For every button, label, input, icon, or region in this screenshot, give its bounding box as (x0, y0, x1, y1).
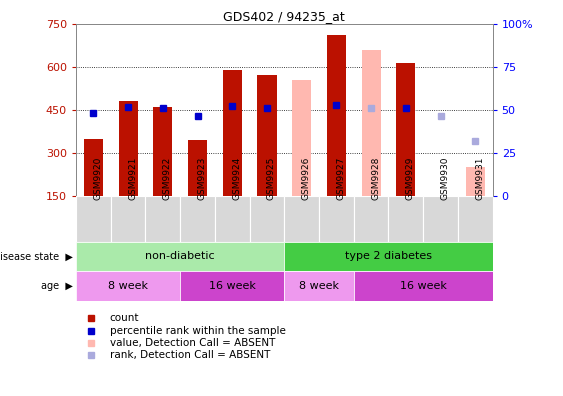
Title: GDS402 / 94235_at: GDS402 / 94235_at (224, 10, 345, 23)
Bar (423, 196, 458, 242)
Bar (319, 196, 354, 242)
Bar (284, 271, 354, 301)
Bar (215, 196, 249, 242)
Bar (327, 35, 346, 196)
Bar (284, 196, 319, 242)
Text: 8 week: 8 week (299, 281, 339, 291)
Bar (292, 80, 311, 196)
Text: count: count (110, 313, 139, 323)
Text: value, Detection Call = ABSENT: value, Detection Call = ABSENT (110, 338, 275, 348)
Text: GSM9924: GSM9924 (233, 156, 241, 200)
Bar (180, 271, 284, 301)
Bar (466, 167, 485, 196)
Text: percentile rank within the sample: percentile rank within the sample (110, 326, 285, 335)
Text: GSM9921: GSM9921 (128, 156, 137, 200)
Bar (257, 75, 276, 196)
Bar (361, 50, 381, 196)
Text: GSM9929: GSM9929 (406, 156, 415, 200)
Bar (84, 139, 103, 196)
Text: 8 week: 8 week (108, 281, 148, 291)
Text: GSM9922: GSM9922 (163, 156, 172, 200)
Text: GSM9926: GSM9926 (302, 156, 311, 200)
Bar (76, 242, 284, 271)
Bar (396, 63, 415, 196)
Text: GSM9931: GSM9931 (475, 156, 484, 200)
Bar (76, 196, 111, 242)
Text: GSM9923: GSM9923 (198, 156, 207, 200)
Bar (76, 271, 180, 301)
Text: rank, Detection Call = ABSENT: rank, Detection Call = ABSENT (110, 350, 270, 360)
Text: 16 week: 16 week (209, 281, 256, 291)
Text: non-diabetic: non-diabetic (145, 251, 215, 261)
Bar (284, 242, 493, 271)
Bar (145, 196, 180, 242)
Bar (188, 140, 207, 196)
Text: GSM9930: GSM9930 (441, 156, 449, 200)
Text: disease state  ▶: disease state ▶ (0, 251, 73, 261)
Bar (354, 196, 388, 242)
Bar (223, 70, 242, 196)
Text: GSM9928: GSM9928 (371, 156, 380, 200)
Bar (388, 196, 423, 242)
Bar (111, 196, 145, 242)
Bar (458, 196, 493, 242)
Text: GSM9925: GSM9925 (267, 156, 276, 200)
Text: GSM9920: GSM9920 (93, 156, 102, 200)
Text: age  ▶: age ▶ (41, 281, 73, 291)
Bar (249, 196, 284, 242)
Text: GSM9927: GSM9927 (337, 156, 345, 200)
Bar (354, 271, 493, 301)
Bar (119, 101, 137, 196)
Text: type 2 diabetes: type 2 diabetes (345, 251, 432, 261)
Bar (153, 107, 172, 196)
Text: 16 week: 16 week (400, 281, 446, 291)
Bar (180, 196, 215, 242)
